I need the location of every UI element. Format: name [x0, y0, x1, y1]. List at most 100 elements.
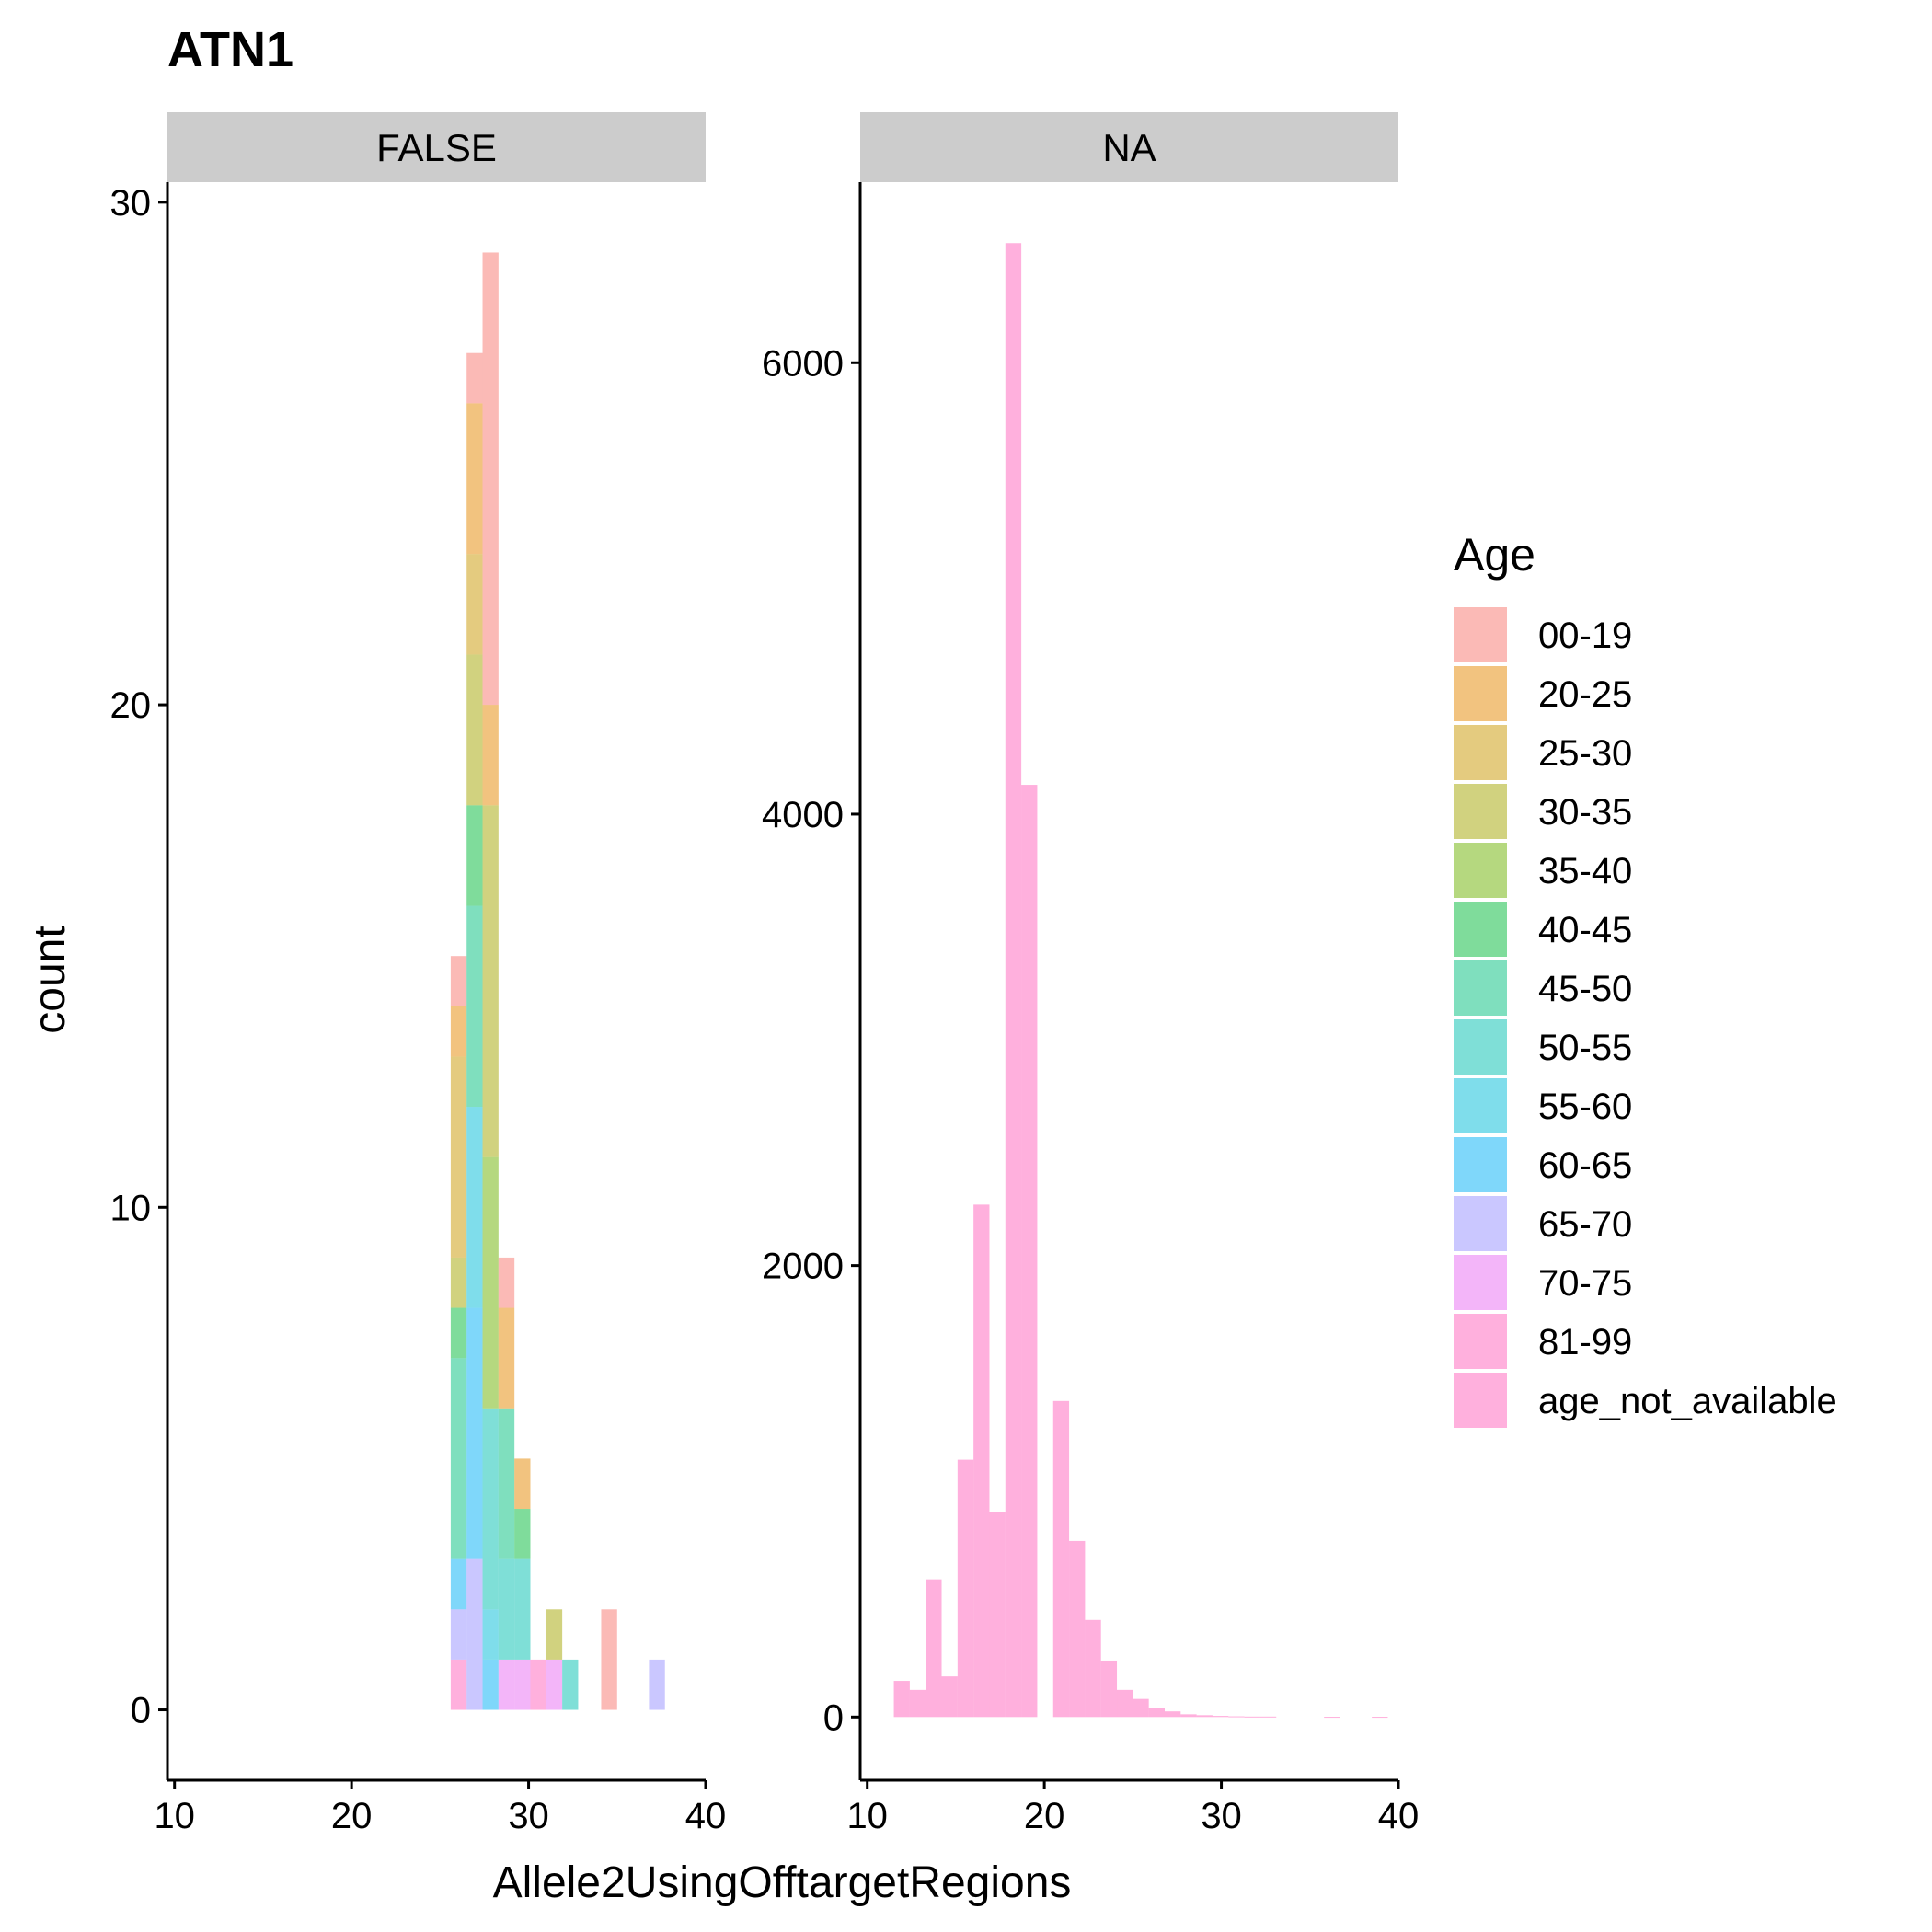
bar [1052, 1400, 1070, 1718]
bar [989, 1512, 1006, 1718]
legend-key [1454, 1314, 1507, 1369]
bar-segment [530, 1659, 546, 1710]
bar [1021, 785, 1038, 1718]
bar-segment [466, 403, 483, 555]
bar-segment [546, 1659, 563, 1710]
x-tick-label: 40 [685, 1796, 727, 1836]
bar-segment [498, 1307, 515, 1409]
bar-segment [466, 905, 483, 1108]
bar-segment [450, 1558, 467, 1610]
chart-title: ATN1 [167, 22, 293, 77]
bar [1259, 1716, 1277, 1718]
bar [1164, 1711, 1181, 1718]
bar [1196, 1715, 1213, 1718]
bar-segment [450, 1659, 467, 1710]
legend-label: 00-19 [1538, 615, 1632, 656]
bar [957, 1459, 974, 1718]
legend-label: 81-99 [1538, 1322, 1632, 1363]
bar [1244, 1716, 1260, 1718]
bar [893, 1681, 910, 1718]
bar-segment [466, 352, 483, 404]
bar [1069, 1540, 1086, 1718]
x-tick-label: 30 [508, 1796, 549, 1836]
panel-false: FALSE 0 10 20 30 10 20 30 40 [110, 112, 727, 1836]
x-tick-label: 20 [331, 1796, 373, 1836]
bar-segment [450, 1006, 467, 1057]
bar-segment [466, 1558, 483, 1710]
bar [941, 1676, 958, 1718]
bar [973, 1204, 990, 1718]
legend-label: 20-25 [1538, 674, 1632, 715]
legend-label: 70-75 [1538, 1263, 1632, 1304]
bar [1180, 1714, 1197, 1718]
bar-segment [482, 1609, 499, 1660]
legend-label: 30-35 [1538, 792, 1632, 833]
bar-segment [450, 1609, 467, 1660]
facet-strip-label: NA [1102, 126, 1156, 169]
bar-segment [482, 1659, 499, 1710]
bar-segment [514, 1558, 531, 1660]
legend-key [1454, 902, 1507, 957]
bar [1117, 1689, 1133, 1718]
bar-segment [514, 1458, 531, 1510]
y-tick-label: 10 [110, 1188, 152, 1228]
bar [909, 1689, 926, 1718]
bar-segment [466, 654, 483, 806]
bar [1228, 1716, 1245, 1718]
bar-segment [514, 1509, 531, 1559]
bar [926, 1579, 942, 1718]
x-tick-label: 10 [154, 1796, 195, 1836]
bar [1085, 1619, 1101, 1718]
facet-strip [860, 112, 1398, 182]
legend-label: 50-55 [1538, 1028, 1632, 1068]
bar [1100, 1660, 1118, 1718]
bar-segment [450, 1307, 467, 1359]
bar-segment [514, 1659, 531, 1710]
bar-segment [482, 1408, 499, 1610]
bar-segment [649, 1659, 665, 1710]
legend-key [1454, 1373, 1507, 1428]
bar-segment [498, 1558, 515, 1660]
x-tick-label: 30 [1201, 1796, 1242, 1836]
y-tick-label: 0 [131, 1691, 151, 1731]
bar [1133, 1698, 1149, 1718]
bar-segment [466, 1307, 483, 1559]
bar [1148, 1708, 1165, 1718]
legend-label: 35-40 [1538, 851, 1632, 891]
legend-label: 40-45 [1538, 910, 1632, 950]
legend-key [1454, 1196, 1507, 1251]
bar-segment [466, 805, 483, 906]
bar-segment [482, 705, 499, 806]
legend-key [1454, 1078, 1507, 1133]
legend-key [1454, 725, 1507, 780]
legend-title: Age [1454, 529, 1535, 581]
y-tick-label: 20 [110, 685, 152, 726]
y-tick-label: 4000 [762, 795, 844, 835]
facet-strip-label: FALSE [376, 126, 497, 169]
bars [450, 252, 665, 1710]
legend-key [1454, 607, 1507, 662]
bar-segment [466, 1107, 483, 1308]
bar [1372, 1717, 1388, 1719]
bars [893, 243, 1388, 1719]
legend-key [1454, 1137, 1507, 1192]
x-tick-label: 40 [1378, 1796, 1420, 1836]
legend: 00-19 20-25 25-30 30-35 35-40 40-45 45-50 50-55… [1454, 607, 1837, 1428]
x-tick-label: 10 [846, 1796, 888, 1836]
bar-segment [498, 1257, 515, 1308]
x-axis-title: Allele2UsingOfftargetRegions [493, 1858, 1072, 1907]
legend-key [1454, 666, 1507, 721]
bar-segment [450, 1056, 467, 1258]
bar-segment [450, 1358, 467, 1559]
y-tick-label: 30 [110, 183, 152, 224]
bar-segment [546, 1609, 563, 1660]
bar [1324, 1717, 1340, 1719]
legend-key [1454, 960, 1507, 1016]
bar-segment [482, 805, 499, 1157]
legend-label: 60-65 [1538, 1145, 1632, 1186]
legend-label: 65-70 [1538, 1204, 1632, 1245]
bar-segment [450, 956, 467, 1006]
y-tick-label: 0 [823, 1697, 844, 1738]
panel-na: NA 0 2000 4000 6000 10 20 30 40 [762, 112, 1419, 1836]
legend-label: 55-60 [1538, 1087, 1632, 1127]
